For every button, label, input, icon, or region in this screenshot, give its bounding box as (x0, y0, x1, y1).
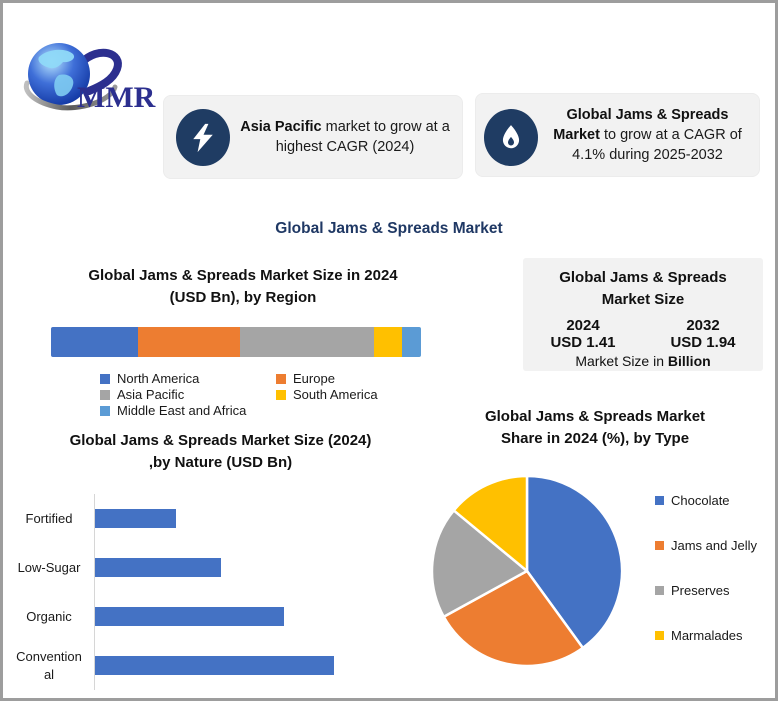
region-stacked-bar (51, 327, 421, 357)
year-2032-label: 2032 (686, 316, 720, 334)
value-2032: USD 1.94 (670, 333, 736, 351)
callout-cagr-text: Global Jams & Spreads Market to grow at … (542, 94, 753, 176)
pie-slice-marmalades (452, 474, 529, 573)
type-pie-title-line2: Share in 2024 (%), by Type (500, 429, 690, 447)
region-legend-swatch-middle-east-and-africa (100, 405, 110, 416)
pie-slice-jams-and-jelly (442, 569, 585, 668)
pie-legend-item-preserves: Preserves (655, 582, 757, 598)
logo-text: MMR (77, 81, 156, 114)
lightning-icon (193, 123, 213, 152)
market-size-box: Global Jams & Spreads Market Size 2024 2… (523, 258, 763, 371)
year-2024-label: 2024 (566, 316, 600, 334)
nature-chart-axis-line (94, 494, 95, 690)
nature-bar-organic (95, 607, 284, 626)
region-legend-swatch-north-america (100, 373, 110, 384)
region-legend-label-asia-pacific: Asia Pacific (117, 387, 185, 402)
region-legend-label-south-america: South America (293, 387, 378, 402)
pie-legend-item-chocolate: Chocolate (655, 492, 757, 508)
nature-row-fortified: Fortified (15, 494, 365, 543)
page-title: Global Jams & Spreads Market (275, 220, 503, 237)
nature-chart-title: Global Jams & Spreads Market Size (2024)… (8, 430, 433, 474)
flame-icon (502, 124, 520, 148)
value-2024: USD 1.41 (550, 333, 616, 351)
region-legend-label-north-america: North America (117, 371, 200, 386)
market-size-box-title: Global Jams & Spreads Market Size (523, 258, 763, 311)
region-legend: North America Europe Asia Pacific South Ame… (100, 371, 440, 418)
market-size-values: USD 1.41 USD 1.94 (523, 334, 763, 351)
callout-rest-text: market to grow at a highest CAGR (2024) (275, 119, 450, 155)
region-segment-middle-east-and-africa (402, 327, 421, 357)
footer-unit: Billion (667, 352, 711, 369)
pie-legend-label-jams-and-jelly: Jams and Jelly (671, 537, 757, 553)
pie-slice-preserves (430, 509, 529, 619)
nature-bar-conventional (95, 656, 334, 675)
region-segment-asia-pacific (240, 327, 374, 357)
region-chart-title-line1: Global Jams & Spreads Market Size in 202… (88, 267, 398, 284)
pie-legend-swatch-jams-and-jelly (655, 540, 664, 550)
nature-chart-title-line1: Global Jams & Spreads Market Size (2024) (69, 432, 372, 449)
pie-legend-label-marmalades: Marmalades (671, 627, 743, 643)
callout-cagr: Global Jams & Spreads Market to grow at … (475, 93, 760, 177)
pie-legend-label-chocolate: Chocolate (671, 492, 730, 508)
region-legend-label-middle-east-and-africa: Middle East and Africa (117, 403, 247, 418)
type-pie-title: Global Jams & Spreads Market Share in 20… (421, 406, 769, 450)
nature-category-label-low-sugar: Low-Sugar (17, 559, 81, 575)
region-segment-north-america (51, 327, 138, 357)
region-chart-title-line2: (USD Bn), by Region (169, 288, 317, 306)
nature-chart-title-line2: ,by Nature (USD Bn) (148, 453, 293, 471)
globe-land-south (54, 74, 74, 97)
nature-category-label-organic: Organic (26, 608, 72, 624)
pie-legend-swatch-chocolate (655, 495, 664, 505)
region-legend-item-south-america: South America (276, 387, 440, 402)
region-legend-item-middle-east-and-africa: Middle East and Africa (100, 403, 272, 418)
nature-bar-fortified (95, 509, 176, 528)
nature-bar-low-sugar (95, 558, 221, 577)
callout-bold-text: Asia Pacific (240, 119, 322, 135)
nature-row-conventional: Conventional (15, 641, 365, 690)
region-legend-swatch-asia-pacific (100, 389, 110, 400)
nature-row-low-sugar: Low-Sugar (15, 543, 365, 592)
mmr-logo: MMR (23, 43, 156, 114)
pie-legend-item-marmalades: Marmalades (655, 627, 757, 643)
callout-bold-text: Global Jams & Spreads Market (553, 107, 729, 143)
footer-prefix: Market Size in (575, 352, 668, 369)
pie-legend-swatch-preserves (655, 585, 664, 595)
nature-row-organic: Organic (15, 592, 365, 641)
lightning-icon-badge (176, 109, 230, 166)
globe-land-north (38, 49, 75, 69)
nature-bar-chart: Fortified Low-Sugar Organic Conventional (15, 494, 365, 690)
region-legend-item-north-america: North America (100, 371, 272, 386)
market-size-title-line2: Market Size (601, 290, 685, 308)
region-legend-item-europe: Europe (276, 371, 440, 386)
region-legend-swatch-south-america (276, 389, 286, 400)
flame-icon-badge (484, 109, 538, 166)
region-legend-swatch-europe (276, 373, 286, 384)
type-pie-legend: Chocolate Jams and Jelly Preserves Marmalad… (655, 492, 757, 672)
region-segment-south-america (373, 327, 403, 357)
region-legend-item-asia-pacific: Asia Pacific (100, 387, 272, 402)
region-segment-europe (137, 327, 241, 357)
callout-asia-pacific-text: Asia Pacific market to grow at a highest… (236, 96, 454, 178)
logo-gray-swoosh (23, 80, 118, 111)
pie-legend-item-jams-and-jelly: Jams and Jelly (655, 537, 757, 553)
type-pie-chart (430, 474, 624, 668)
pie-legend-swatch-marmalades (655, 630, 664, 640)
nature-category-label-conventional: Conventional (16, 648, 82, 682)
pie-legend-label-preserves: Preserves (671, 582, 730, 598)
callout-rest-text: to grow at a CAGR of 4.1% during 2025-20… (572, 127, 742, 163)
type-pie-title-line1: Global Jams & Spreads Market (484, 408, 706, 425)
market-size-years: 2024 2032 (523, 317, 763, 334)
callout-asia-pacific: Asia Pacific market to grow at a highest… (163, 95, 463, 179)
market-size-title-line1: Global Jams & Spreads (559, 269, 727, 286)
region-chart-title: Global Jams & Spreads Market Size in 202… (28, 265, 458, 309)
logo-blue-swoosh (77, 48, 122, 95)
pie-slice-chocolate (525, 474, 624, 650)
region-legend-label-europe: Europe (293, 371, 335, 386)
nature-category-label-fortified: Fortified (25, 510, 73, 526)
market-size-footer: Market Size in Billion (523, 353, 763, 369)
